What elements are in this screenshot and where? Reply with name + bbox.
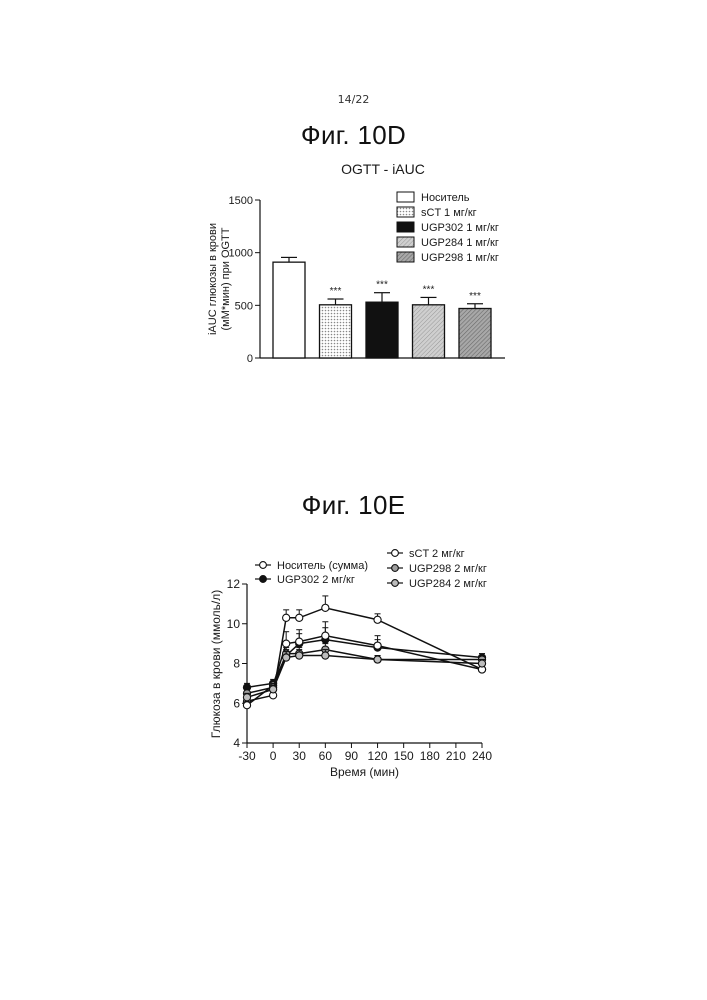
significance-label: ***	[469, 291, 481, 302]
data-point	[296, 652, 303, 659]
y-tick-label: 0	[247, 353, 253, 365]
x-tick-label: 120	[368, 749, 388, 763]
legend-label: UGP298 1 мг/кг	[421, 252, 499, 264]
legend-swatch	[397, 237, 414, 247]
legend-label: UGP284 2 мг/кг	[409, 578, 487, 590]
y-tick-label: 1500	[229, 195, 253, 207]
line-chart-blood-glucose: 4 6 8 10 12 -30 0 30 60 90 120 150 180 210 240 Время (м…	[209, 548, 492, 779]
data-point	[243, 702, 250, 709]
bar	[366, 302, 398, 358]
y-tick-label: 10	[227, 617, 241, 631]
data-point	[296, 614, 303, 621]
chart-title: OGTT - iAUC	[341, 161, 425, 177]
significance-label: ***	[376, 280, 388, 291]
x-tick-label: 210	[446, 749, 466, 763]
y-tick-label: 4	[233, 736, 240, 750]
data-point	[296, 638, 303, 645]
data-point	[270, 686, 277, 693]
y-axis-label: Глюкоза в крови (ммоль/л)	[209, 590, 223, 738]
legend-swatch	[397, 192, 414, 202]
legend-label: UGP284 1 мг/кг	[421, 237, 499, 249]
data-point	[322, 652, 329, 659]
legend-label: sCT 1 мг/кг	[421, 207, 477, 219]
legend-swatch	[397, 252, 414, 262]
legend-label: Носитель	[421, 192, 470, 204]
y-tick-label: 8	[233, 657, 240, 671]
y-tick-label: 1000	[229, 248, 253, 260]
bar-chart-ogtt-iauc: OGTT - iAUC 0 500 1000 1500 iAUC глюкозы в кр…	[207, 161, 505, 365]
bar	[459, 308, 491, 358]
legend-marker	[392, 580, 399, 587]
x-tick-label: 150	[394, 749, 414, 763]
data-point	[322, 632, 329, 639]
legend-marker	[392, 565, 399, 572]
data-point	[283, 654, 290, 661]
legend-swatch	[397, 222, 414, 232]
legend-label: UGP302 2 мг/кг	[277, 574, 355, 586]
x-tick-label: 60	[319, 749, 333, 763]
legend-label: UGP302 1 мг/кг	[421, 222, 499, 234]
legend-label: sCT 2 мг/кг	[409, 548, 465, 560]
x-axis-label: Время (мин)	[330, 765, 399, 779]
y-axis-label-line: (мМ*мин) при OGTT	[220, 227, 232, 330]
x-tick-label: 180	[420, 749, 440, 763]
x-tick-label: 30	[293, 749, 307, 763]
legend-marker	[260, 576, 267, 583]
legend-marker	[392, 550, 399, 557]
legend-marker	[260, 562, 267, 569]
data-point	[374, 616, 381, 623]
x-tick-label: -30	[238, 749, 256, 763]
data-point	[283, 614, 290, 621]
legend-label: Носитель (сумма)	[277, 560, 368, 572]
y-tick-label: 6	[233, 696, 240, 710]
bar	[320, 305, 352, 358]
bar	[273, 262, 305, 358]
significance-label: ***	[330, 286, 342, 297]
y-axis-label-line: iAUC глюкозы в крови	[207, 223, 219, 335]
data-point	[243, 694, 250, 701]
x-tick-label: 0	[270, 749, 277, 763]
legend-label: UGP298 2 мг/кг	[409, 563, 487, 575]
bar	[413, 305, 445, 358]
y-tick-label: 500	[235, 300, 253, 312]
data-point	[478, 660, 485, 667]
legend-swatch	[397, 207, 414, 217]
x-tick-label: 90	[345, 749, 359, 763]
data-point	[283, 640, 290, 647]
y-tick-label: 12	[227, 577, 241, 591]
data-point	[374, 656, 381, 663]
y-axis-label: iAUC глюкозы в крови(мМ*мин) при OGTT	[207, 223, 232, 335]
data-point	[322, 604, 329, 611]
significance-label: ***	[423, 284, 435, 295]
data-point	[374, 642, 381, 649]
x-tick-label: 240	[472, 749, 492, 763]
